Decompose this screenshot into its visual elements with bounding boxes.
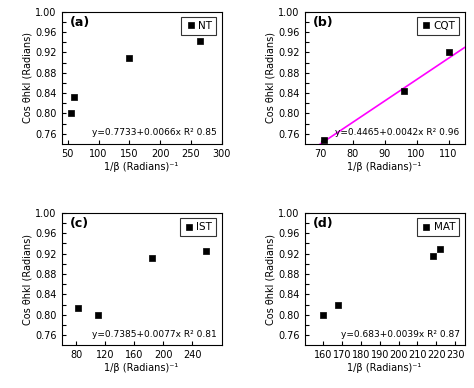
Point — [436, 246, 444, 252]
Legend: MAT: MAT — [417, 218, 459, 236]
Point — [94, 312, 102, 318]
Point — [149, 255, 156, 261]
Point — [319, 312, 327, 318]
Legend: CQT: CQT — [417, 17, 459, 35]
Y-axis label: Cos θhkl (Radians): Cos θhkl (Radians) — [22, 32, 33, 123]
Text: (a): (a) — [70, 16, 90, 29]
X-axis label: 1/β (Radians)⁻¹: 1/β (Radians)⁻¹ — [347, 363, 422, 373]
Text: y=0.4465+0.0042x R² 0.96: y=0.4465+0.0042x R² 0.96 — [336, 128, 460, 137]
X-axis label: 1/β (Radians)⁻¹: 1/β (Radians)⁻¹ — [104, 162, 179, 172]
Point — [335, 301, 342, 308]
X-axis label: 1/β (Radians)⁻¹: 1/β (Radians)⁻¹ — [104, 363, 179, 373]
Text: (c): (c) — [70, 217, 89, 230]
Legend: IST: IST — [180, 218, 216, 236]
X-axis label: 1/β (Radians)⁻¹: 1/β (Radians)⁻¹ — [347, 162, 422, 172]
Text: y=0.7385+0.0077x R² 0.81: y=0.7385+0.0077x R² 0.81 — [92, 330, 217, 339]
Point — [429, 253, 437, 259]
Text: (b): (b) — [313, 16, 333, 29]
Text: y=0.7733+0.0066x R² 0.85: y=0.7733+0.0066x R² 0.85 — [92, 128, 217, 137]
Point — [196, 38, 204, 44]
Point — [70, 94, 78, 100]
Point — [126, 55, 133, 62]
Text: (d): (d) — [313, 217, 333, 230]
Y-axis label: Cos θhkl (Radians): Cos θhkl (Radians) — [22, 234, 33, 325]
Point — [445, 49, 452, 55]
Legend: NT: NT — [182, 17, 216, 35]
Y-axis label: Cos θhkl (Radians): Cos θhkl (Radians) — [265, 32, 275, 123]
Text: y=0.683+0.0039x R² 0.87: y=0.683+0.0039x R² 0.87 — [341, 330, 460, 339]
Point — [400, 88, 408, 94]
Y-axis label: Cos θhkl (Radians): Cos θhkl (Radians) — [265, 234, 275, 325]
Point — [67, 110, 74, 116]
Point — [202, 248, 210, 254]
Point — [320, 137, 328, 143]
Point — [74, 305, 82, 311]
